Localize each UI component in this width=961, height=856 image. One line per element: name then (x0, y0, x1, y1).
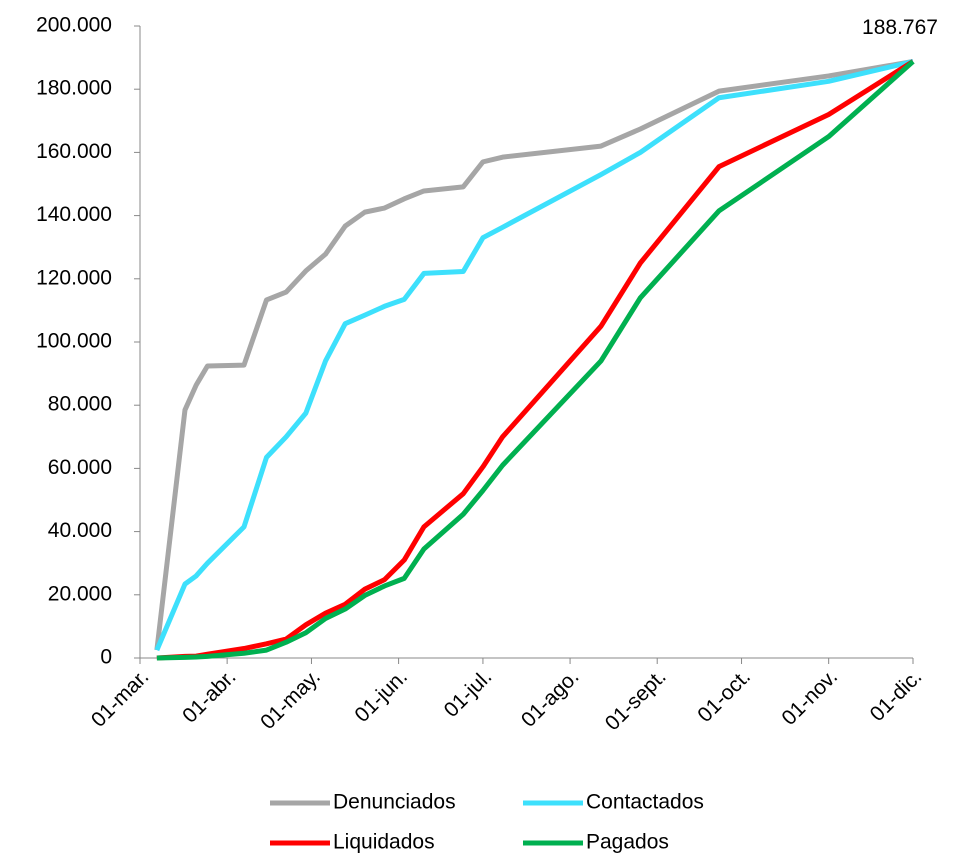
y-tick-label: 20.000 (48, 582, 112, 605)
x-tick-label: 01-may. (256, 665, 325, 734)
x-tick-label: 01-mar. (87, 665, 154, 732)
y-tick-label: 200.000 (36, 14, 112, 37)
x-tick-label: 01-jul. (440, 665, 497, 722)
x-tick-label: 01-dic. (866, 665, 927, 726)
y-tick-label: 60.000 (48, 456, 112, 479)
legend-label: Contactados (586, 791, 704, 814)
y-tick-label: 160.000 (36, 140, 112, 163)
x-tick-label: 01-sept. (601, 665, 671, 735)
x-tick-label: 01-abr. (178, 665, 241, 728)
annotation: 188.767 (862, 16, 938, 39)
series-line (156, 59, 915, 661)
series-line (154, 59, 914, 651)
x-tick-label: 01-nov. (777, 665, 842, 730)
y-tick-label: 100.000 (36, 330, 112, 353)
legend-label: Pagados (586, 831, 669, 854)
x-tick-label: 01-ago. (517, 665, 584, 732)
x-tick-label: 01-jun. (350, 665, 412, 727)
series-line (156, 59, 915, 661)
y-tick-label: 140.000 (36, 203, 112, 226)
legend-label: Liquidados (333, 831, 435, 854)
x-tick-label: 01-oct. (693, 665, 755, 727)
y-tick-label: 180.000 (36, 77, 112, 100)
series-line (154, 59, 914, 652)
y-tick-label: 120.000 (36, 266, 112, 289)
y-tick-label: 0 (100, 646, 112, 669)
y-tick-label: 40.000 (48, 519, 112, 542)
legend-label: Denunciados (333, 791, 456, 814)
y-tick-label: 80.000 (48, 393, 112, 416)
